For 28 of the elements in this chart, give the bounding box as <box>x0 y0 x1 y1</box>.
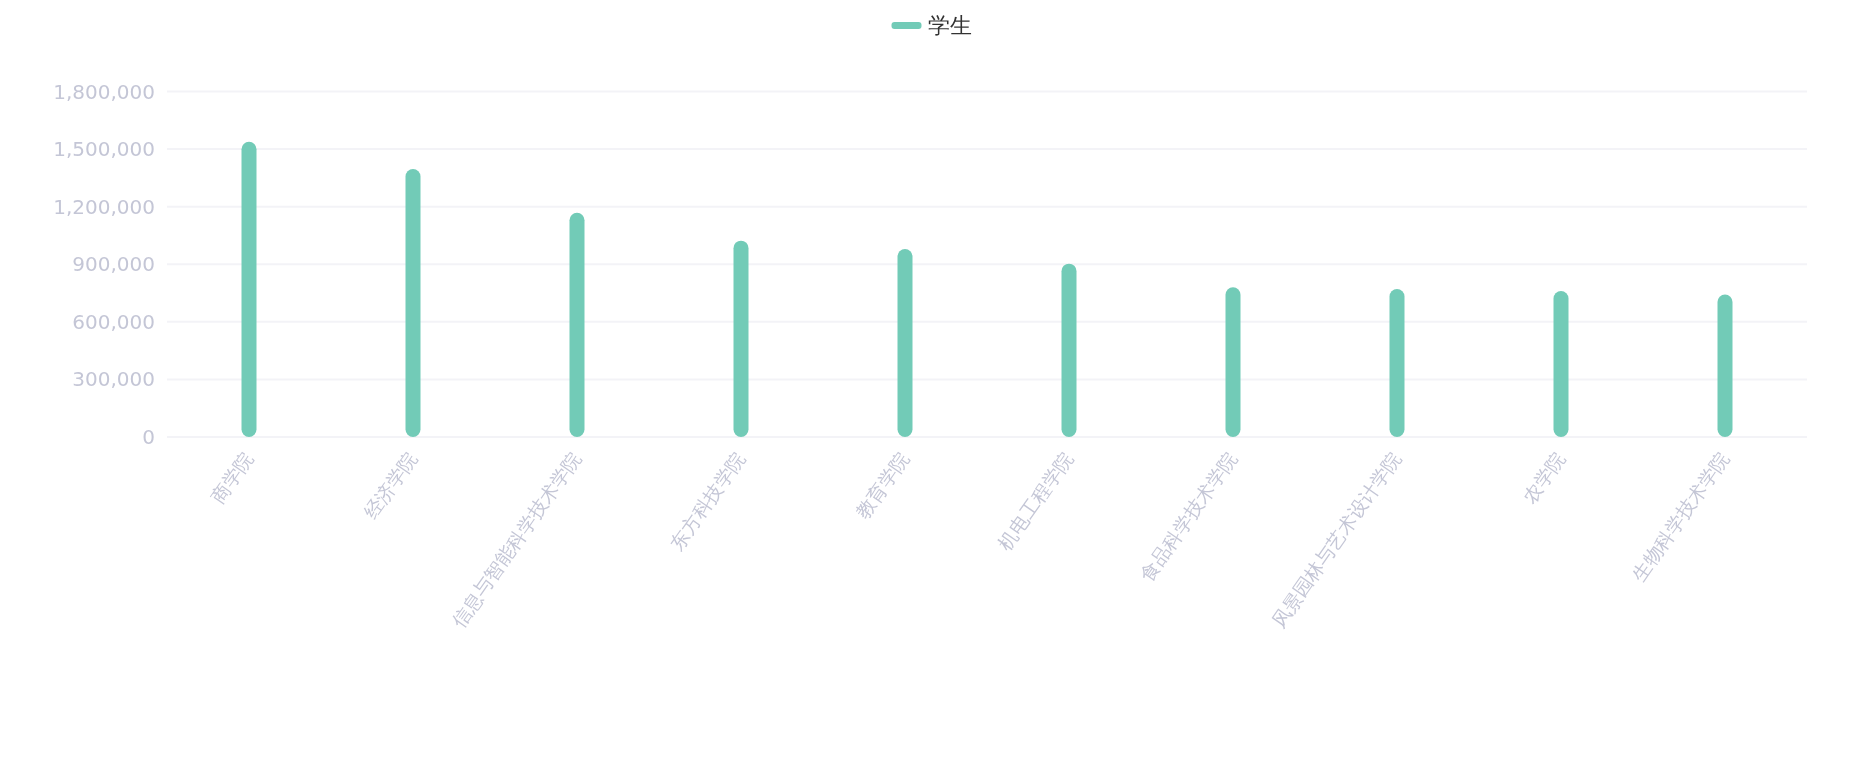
x-tick-label: 教育学院 <box>851 447 913 523</box>
x-tick-label: 食品科学技术学院 <box>1135 447 1241 585</box>
bar <box>1553 290 1569 437</box>
x-tick-label: 商学院 <box>206 447 257 508</box>
x-tick-label: 信息与智能科学技术学院 <box>446 447 585 632</box>
bar <box>405 169 421 437</box>
y-tick-label: 600,000 <box>72 309 155 334</box>
y-tick-label: 300,000 <box>72 367 155 392</box>
bar <box>897 249 913 437</box>
y-tick-label: 1,800,000 <box>53 79 155 104</box>
x-tick-label: 东方科技学院 <box>665 447 749 554</box>
x-tick-label: 生物科学技术学院 <box>1627 447 1733 585</box>
y-tick-label: 900,000 <box>72 252 155 277</box>
bar <box>241 141 257 437</box>
bar <box>569 212 585 437</box>
x-tick-label: 经济学院 <box>359 447 421 523</box>
bar <box>1061 263 1077 437</box>
y-tick-label: 0 <box>142 425 155 449</box>
x-tick-label: 风景园林与艺术设计学院 <box>1266 447 1405 632</box>
bar <box>1717 294 1733 437</box>
bar <box>733 240 749 437</box>
legend-label: 学生 <box>927 13 972 38</box>
y-tick-label: 1,200,000 <box>53 194 155 219</box>
bar <box>1389 289 1405 437</box>
bar <box>1225 287 1241 437</box>
x-tick-label: 农学院 <box>1518 447 1569 508</box>
y-tick-label: 1,500,000 <box>53 137 155 162</box>
x-tick-label: 机电工程学院 <box>993 447 1077 554</box>
